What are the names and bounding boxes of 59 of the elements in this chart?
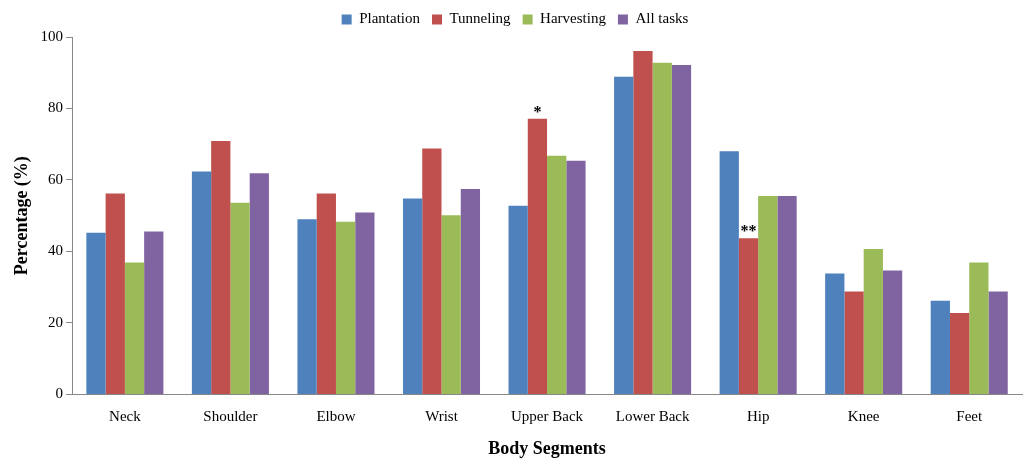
annotation: ** [740,222,757,240]
y-tick-label: 0 [55,385,64,402]
bar [460,188,481,394]
bar [191,171,212,394]
y-tick-label: 80 [48,99,64,116]
bar [355,212,375,394]
bar [402,198,423,394]
bar [422,148,442,394]
x-tick-label: Neck [109,408,142,425]
bar [144,231,164,394]
y-tick-label: 40 [48,242,64,259]
bar [949,312,970,394]
bar [566,160,586,394]
bar [335,221,356,394]
y-tick-label: 20 [48,313,64,330]
x-tick-label: Elbow [316,408,356,425]
x-axis-title: Body Segments [488,437,606,458]
annotation: * [533,102,542,120]
bar [441,215,461,394]
bar [844,291,864,394]
bar [124,262,145,394]
bar [86,232,106,394]
bar [777,196,797,394]
bar [882,270,903,394]
bar [105,193,125,394]
bar [547,155,567,394]
x-tick-label: Shoulder [203,408,258,425]
bar [930,300,950,394]
bar [988,291,1008,394]
bar [211,141,231,394]
y-tick-label: 100 [40,27,64,44]
legend-label: Harvesting [540,10,607,27]
bar [508,205,528,394]
x-tick-label: Wrist [425,408,459,425]
bar [671,64,692,394]
bar [719,151,739,394]
bar [738,238,759,394]
bar [527,118,548,394]
legend-label: Tunneling [449,10,512,27]
x-tick-label: Upper Back [511,408,584,425]
bar [758,196,778,394]
bar [297,219,317,394]
x-tick-label: Hip [746,408,770,425]
y-tick-label: 60 [48,170,64,187]
bar [863,248,883,394]
legend-label: Plantation [359,10,421,27]
bar [825,273,845,394]
bar [652,62,672,394]
bar [230,202,250,394]
x-tick-label: Lower Back [615,408,690,425]
bar [969,262,989,394]
bar [614,76,634,394]
x-tick-label: Feet [956,408,983,425]
y-axis-title: Percentage (%) [11,156,33,276]
legend-label: All tasks [635,10,689,27]
x-tick-label: Knee [847,408,880,425]
bar [249,173,269,394]
bar [316,193,336,394]
bar [633,50,653,394]
